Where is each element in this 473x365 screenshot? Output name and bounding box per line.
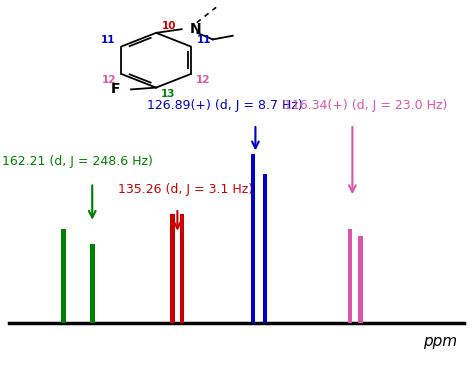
- Text: F: F: [111, 82, 121, 96]
- Bar: [90, 243, 95, 323]
- Bar: [251, 154, 255, 323]
- Text: 116.34(+) (d, J = 23.0 Hz): 116.34(+) (d, J = 23.0 Hz): [284, 99, 447, 112]
- Bar: [263, 174, 267, 323]
- Text: N: N: [190, 22, 202, 36]
- Text: 10: 10: [162, 21, 176, 31]
- Bar: [180, 214, 184, 323]
- Text: ppm: ppm: [423, 334, 457, 349]
- Text: 12: 12: [102, 76, 116, 85]
- Text: 11: 11: [101, 35, 115, 45]
- Bar: [348, 229, 352, 323]
- Text: 12: 12: [196, 76, 210, 85]
- Text: 13: 13: [161, 89, 175, 99]
- Text: 11: 11: [197, 35, 211, 45]
- Text: 126.89(+) (d, J = 8.7 Hz): 126.89(+) (d, J = 8.7 Hz): [147, 99, 302, 112]
- Bar: [358, 236, 363, 323]
- Text: 135.26 (d, J = 3.1 Hz): 135.26 (d, J = 3.1 Hz): [118, 182, 254, 196]
- Bar: [61, 229, 66, 323]
- Bar: [170, 214, 175, 323]
- Text: 162.21 (d, J = 248.6 Hz): 162.21 (d, J = 248.6 Hz): [2, 155, 153, 168]
